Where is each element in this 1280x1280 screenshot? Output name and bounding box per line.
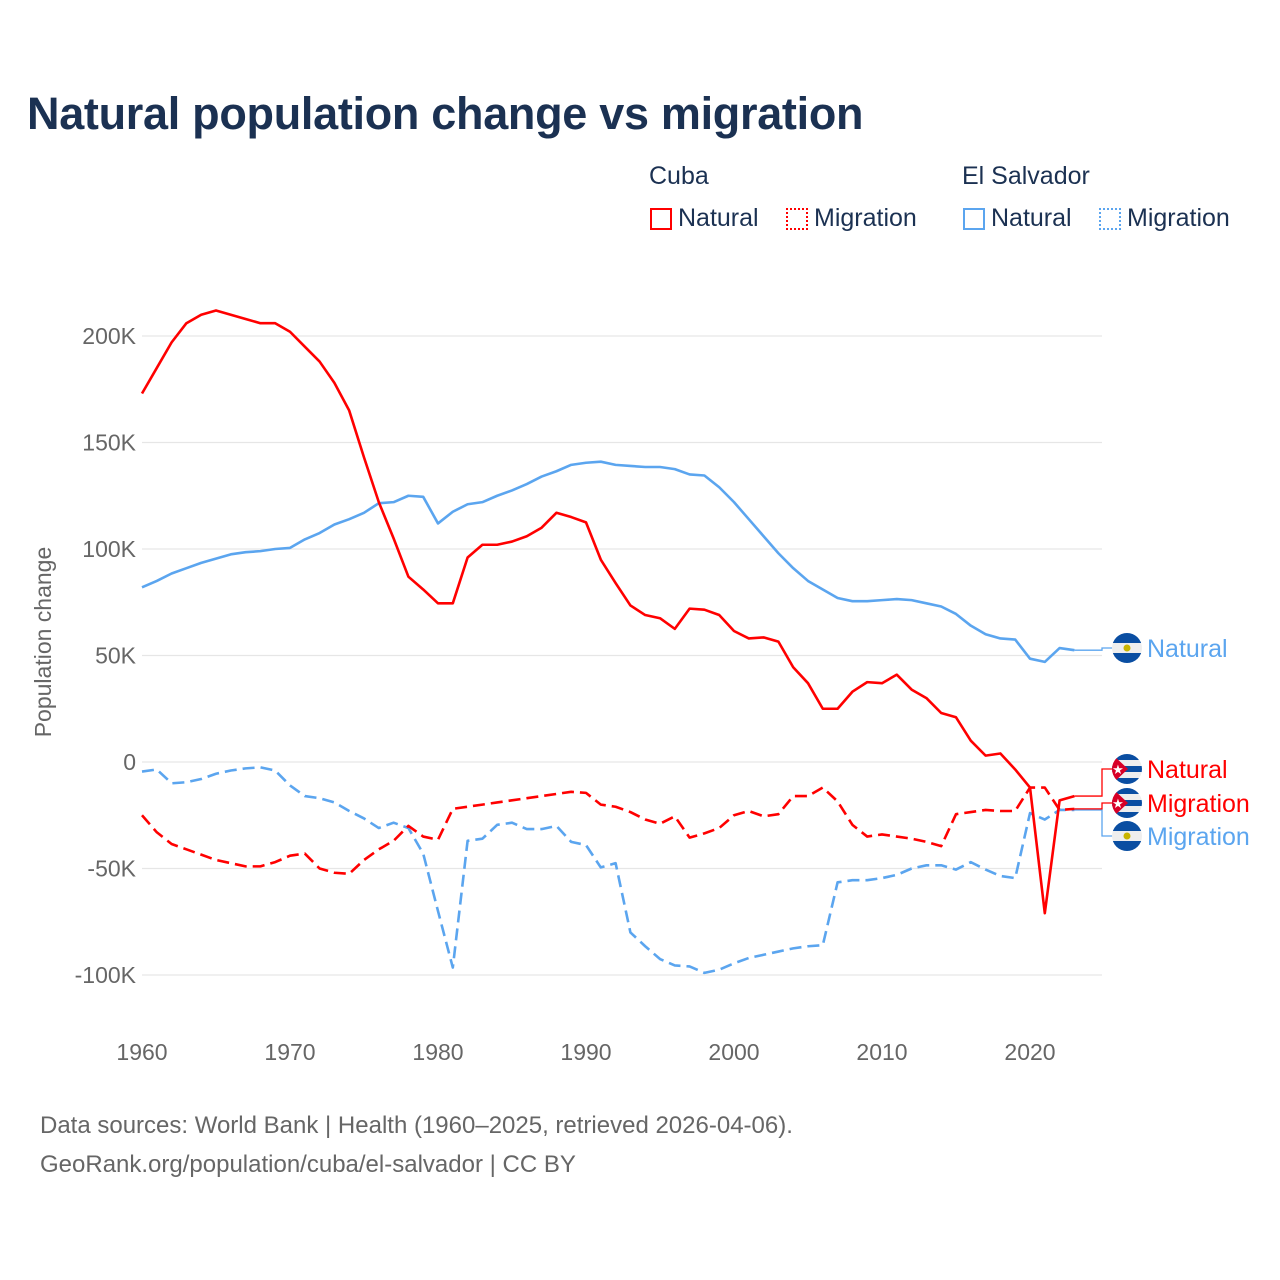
series-line — [141, 766, 1075, 975]
legend-cuba-migration[interactable]: Migration — [786, 204, 917, 233]
flag-emblem — [1123, 644, 1131, 652]
legend-swatch-solid-icon — [650, 207, 672, 230]
series-line — [140, 309, 1075, 915]
label-connector — [1074, 809, 1114, 837]
label-connector — [1074, 802, 1114, 810]
x-tick-label: 1980 — [412, 1039, 463, 1065]
el-salvador-flag-icon — [1112, 633, 1142, 663]
footer: Data sources: World Bank | Health (1960–… — [40, 1106, 793, 1184]
flag-body — [1112, 754, 1142, 784]
x-tick-label: 2020 — [1004, 1039, 1055, 1065]
series-cuba-migration — [141, 786, 1142, 876]
legend-swatch-dotted-icon — [1099, 207, 1121, 230]
label-connector — [1074, 768, 1114, 797]
y-tick-label: 200K — [82, 323, 136, 349]
y-tick-label: 0 — [123, 749, 136, 775]
flag-emblem — [1123, 832, 1131, 840]
y-tick-label: 100K — [82, 536, 136, 562]
legend-label: Natural — [991, 204, 1072, 232]
y-tick-label: 50K — [95, 643, 137, 669]
flag-stripe — [1112, 778, 1142, 784]
y-tick-label: -100K — [75, 962, 137, 988]
flag-stripe — [1112, 772, 1142, 778]
series-el-salvador-natural — [141, 460, 1142, 664]
x-tick-label: 2000 — [708, 1039, 759, 1065]
y-axis-label: Population change — [30, 547, 56, 738]
flag-stripe — [1112, 760, 1142, 766]
flag-stripe — [1112, 841, 1142, 851]
flag-stripe — [1112, 788, 1142, 794]
flag-stripe — [1112, 754, 1142, 760]
legend-label: Natural — [678, 204, 759, 232]
x-tick-label: 2010 — [856, 1039, 907, 1065]
cuba-flag-icon — [1112, 788, 1142, 818]
end-label: Migration — [1147, 823, 1250, 851]
flag-stripe — [1112, 812, 1142, 818]
legend-group-cuba: Cuba — [649, 162, 709, 190]
x-tick-label: 1990 — [560, 1039, 611, 1065]
end-label: Natural — [1147, 756, 1228, 784]
flag-stripe — [1112, 821, 1142, 831]
flag-stripe — [1112, 806, 1142, 812]
series-cuba-natural — [140, 309, 1142, 915]
x-tick-label: 1970 — [264, 1039, 315, 1065]
flag-star: ★ — [1112, 796, 1124, 811]
flag-body — [1112, 633, 1142, 663]
series-el-salvador-migration — [141, 766, 1142, 975]
el-salvador-flag-icon — [1112, 821, 1142, 851]
end-label: Natural — [1147, 635, 1228, 663]
flag-body — [1112, 788, 1142, 818]
flag-star: ★ — [1112, 762, 1124, 777]
flag-triangle — [1112, 788, 1128, 818]
cuba-flag-icon — [1112, 754, 1142, 784]
legend-swatch-solid-icon — [963, 207, 985, 230]
legend-el-salvador-natural[interactable]: Natural — [963, 204, 1072, 233]
flag-body — [1112, 821, 1142, 851]
y-tick-label: 150K — [82, 430, 136, 456]
flag-stripe — [1112, 633, 1142, 643]
label-connector — [1074, 647, 1114, 651]
x-tick-label: 1960 — [116, 1039, 167, 1065]
y-tick-label: -50K — [87, 856, 136, 882]
flag-stripe — [1112, 794, 1142, 800]
legend-label: Migration — [1127, 204, 1230, 232]
end-label: Migration — [1147, 790, 1250, 818]
flag-stripe — [1112, 653, 1142, 663]
chart-title: Natural population change vs migration — [27, 88, 864, 139]
legend-el-salvador-migration[interactable]: Migration — [1099, 204, 1230, 233]
series-line — [141, 460, 1075, 664]
footer-sources: Data sources: World Bank | Health (1960–… — [40, 1112, 793, 1139]
legend-swatch-dotted-icon — [786, 207, 808, 230]
legend-group-el-salvador: El Salvador — [962, 162, 1090, 190]
footer-link[interactable]: GeoRank.org/population/cuba/el-salvador … — [40, 1151, 576, 1178]
flag-triangle — [1112, 754, 1128, 784]
series-line — [141, 786, 1075, 876]
legend-cuba-natural[interactable]: Natural — [650, 204, 759, 233]
legend-label: Migration — [814, 204, 917, 232]
